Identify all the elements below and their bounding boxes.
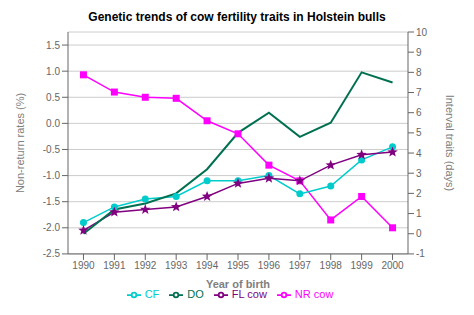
svg-text:2: 2 <box>416 188 422 199</box>
svg-text:1996: 1996 <box>258 260 281 271</box>
svg-text:1990: 1990 <box>72 260 95 271</box>
svg-text:1992: 1992 <box>134 260 157 271</box>
svg-text:-2.5: -2.5 <box>43 248 61 259</box>
svg-text:1999: 1999 <box>351 260 374 271</box>
html-text:NR cow: NR cow <box>294 287 334 300</box>
svg-text:-1: -1 <box>416 248 425 259</box>
html-text:DO: DO <box>187 287 204 300</box>
svg-text:1.5: 1.5 <box>46 40 60 51</box>
svg-text:6: 6 <box>416 107 422 118</box>
svg-text:Non-return rates (%): Non-return rates (%) <box>14 93 26 193</box>
svg-text:1.0: 1.0 <box>46 66 60 77</box>
svg-text:1995: 1995 <box>227 260 250 271</box>
svg-text:1991: 1991 <box>103 260 126 271</box>
svg-text:0.0: 0.0 <box>46 118 60 129</box>
svg-text:1998: 1998 <box>320 260 343 271</box>
svg-text:3: 3 <box>416 168 422 179</box>
svg-text:1994: 1994 <box>196 260 219 271</box>
svg-text:Year of birth: Year of birth <box>206 278 270 290</box>
svg-text:1997: 1997 <box>289 260 312 271</box>
svg-text:10: 10 <box>416 27 428 38</box>
svg-text:0: 0 <box>416 228 422 239</box>
svg-text:0.5: 0.5 <box>46 92 60 103</box>
html-text:FL cow: FL cow <box>231 287 267 300</box>
svg-text:9: 9 <box>416 47 422 58</box>
svg-text:2000: 2000 <box>381 260 404 271</box>
svg-text:Interval traits (days): Interval traits (days) <box>444 95 456 192</box>
svg-text:7: 7 <box>416 87 422 98</box>
html-text:CF: CF <box>144 287 160 300</box>
svg-text:-2.0: -2.0 <box>43 222 61 233</box>
html-text:Genetic trends of cow fertilit: Genetic trends of cow fertility traits i… <box>88 10 386 24</box>
svg-text:8: 8 <box>416 67 422 78</box>
svg-text:4: 4 <box>416 148 422 159</box>
svg-text:1: 1 <box>416 208 422 219</box>
svg-text:1993: 1993 <box>165 260 188 271</box>
svg-text:-0.5: -0.5 <box>43 144 61 155</box>
svg-text:5: 5 <box>416 127 422 138</box>
svg-text:-1.0: -1.0 <box>43 170 61 181</box>
svg-text:-1.5: -1.5 <box>43 196 61 207</box>
